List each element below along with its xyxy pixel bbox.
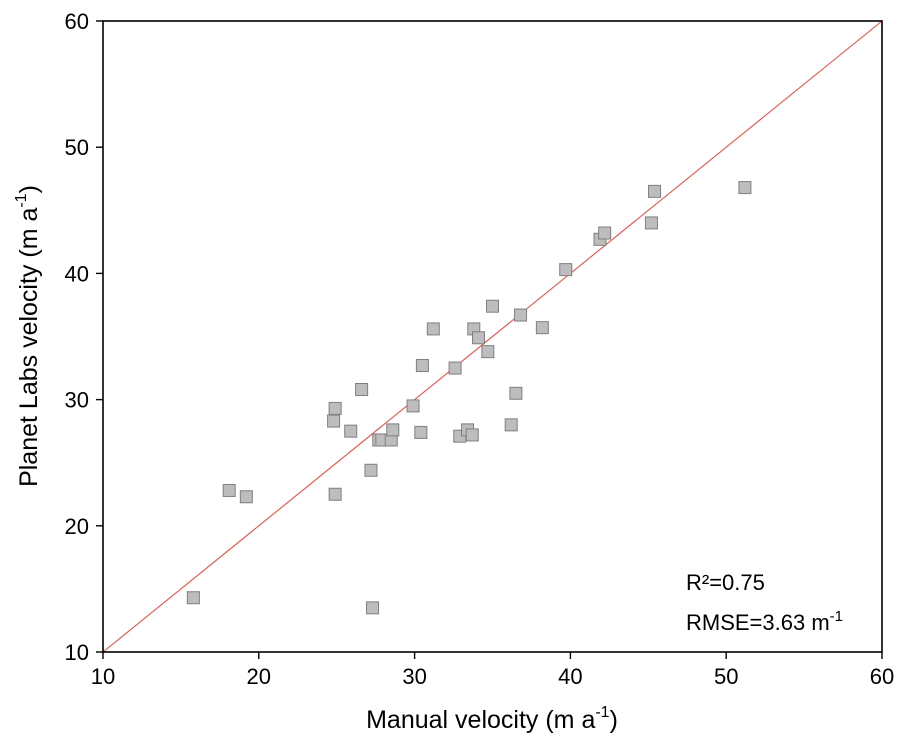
data-points-layer: [186, 181, 752, 615]
data-point: [648, 184, 662, 198]
plot-frame: [102, 20, 883, 653]
y-tick-label: 30: [65, 388, 89, 413]
data-point: [328, 487, 342, 501]
y-axis-title-text: Planet Labs velocity (m a: [15, 208, 43, 487]
rmse-annotation-superscript: -1: [830, 608, 843, 625]
data-point: [535, 321, 549, 335]
rmse-annotation: RMSE=3.63 m-1: [686, 608, 843, 635]
data-point: [481, 345, 495, 359]
x-axis-title: Manual velocity (m a-1): [366, 704, 618, 734]
y-axis-title: Planet Labs velocity (m a-1): [13, 185, 43, 487]
data-point: [239, 490, 253, 504]
y-tick-label: 10: [65, 640, 89, 665]
y-tick-label: 40: [65, 261, 89, 286]
data-point: [559, 263, 573, 277]
data-point: [366, 601, 380, 615]
data-point: [598, 226, 612, 240]
data-point: [415, 359, 429, 373]
y-axis-title-superscript: -1: [13, 193, 30, 207]
data-point: [364, 463, 378, 477]
data-point: [509, 386, 523, 400]
data-point: [406, 399, 420, 413]
x-axis-title-end: ): [610, 706, 618, 734]
data-point: [414, 425, 428, 439]
data-point: [186, 591, 200, 605]
data-point: [738, 181, 752, 195]
y-axis-title-end: ): [15, 185, 43, 193]
y-tick-label: 20: [65, 514, 89, 539]
x-tick-label: 10: [91, 664, 115, 689]
x-tick-label: 60: [870, 664, 894, 689]
x-axis-title-text: Manual velocity (m a: [366, 706, 595, 734]
data-point: [327, 414, 341, 428]
data-point: [328, 401, 342, 415]
data-point: [355, 383, 369, 397]
ticks-layer: 10 20 30 40 50 60 10 20 30 40 50 60: [65, 9, 895, 689]
data-point: [344, 424, 358, 438]
data-point: [222, 483, 236, 497]
data-point: [486, 299, 499, 313]
x-tick-label: 50: [714, 664, 738, 689]
data-point: [644, 216, 658, 230]
data-point: [426, 322, 440, 336]
x-tick-label: 20: [247, 664, 271, 689]
one-to-one-line: [102, 20, 883, 653]
reference-line-layer: [102, 20, 883, 653]
data-point: [471, 331, 485, 345]
data-point: [504, 418, 518, 432]
data-point: [514, 308, 528, 322]
data-point: [465, 428, 479, 442]
r-squared-annotation: R²=0.75: [686, 570, 765, 595]
y-tick-label: 60: [65, 9, 89, 34]
data-point: [386, 423, 400, 437]
x-tick-label: 30: [402, 664, 426, 689]
x-tick-label: 40: [558, 664, 582, 689]
data-point: [448, 361, 462, 375]
rmse-annotation-text: RMSE=3.63 m: [686, 610, 830, 635]
y-tick-label: 50: [65, 135, 89, 160]
x-axis-title-superscript: -1: [595, 704, 609, 721]
